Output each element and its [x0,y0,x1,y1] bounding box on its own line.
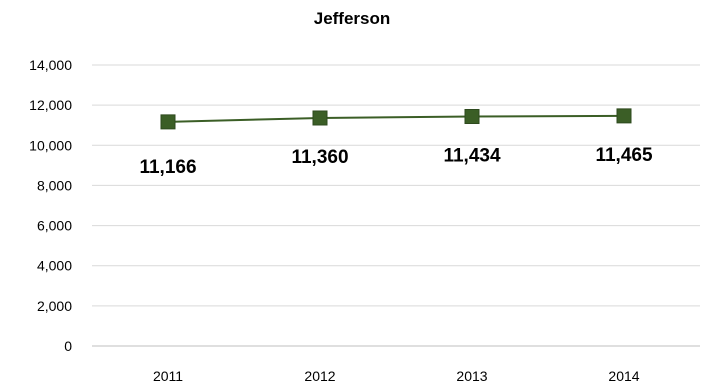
data-labels: 11,166 11,360 11,434 11,465 [139,145,652,178]
y-tick-label: 4,000 [37,258,72,274]
data-label: 11,360 [291,147,348,168]
gridlines [92,64,700,347]
y-tick-label: 12,000 [29,97,72,113]
data-label: 11,166 [139,157,196,178]
data-point-marker [160,114,176,130]
y-tick-label: 14,000 [29,57,72,73]
chart-title: Jefferson [314,9,391,28]
y-tick-label: 6,000 [37,218,72,234]
x-tick-label: 2012 [304,368,335,384]
data-point-marker [616,108,632,124]
data-point-marker [312,110,328,126]
data-point-marker [464,109,480,125]
x-axis-tick-labels: 2011 2012 2013 2014 [153,368,640,384]
series-line [167,114,625,123]
y-axis-tick-labels: 0 2,000 4,000 6,000 8,000 10,000 12,000 14,000 [29,57,72,354]
x-tick-label: 2011 [153,368,183,384]
x-tick-label: 2013 [456,368,487,384]
y-tick-label: 2,000 [37,298,72,314]
data-label: 11,434 [443,146,500,167]
series [160,108,632,130]
y-tick-label: 8,000 [37,177,72,193]
x-tick-label: 2014 [608,368,639,384]
data-label: 11,465 [595,145,652,166]
y-tick-label: 10,000 [29,137,72,153]
y-tick-label: 0 [64,338,72,354]
